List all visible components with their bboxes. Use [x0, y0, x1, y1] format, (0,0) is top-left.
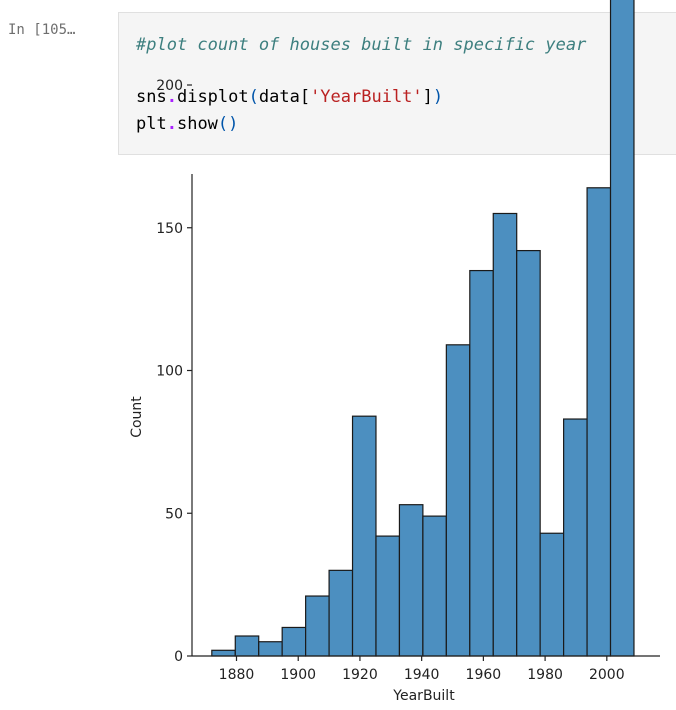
code-token-dot: .: [166, 87, 177, 107]
histogram-bar: [563, 418, 588, 657]
y-tick-label: 50: [165, 506, 183, 522]
histogram-bar: [281, 626, 307, 657]
histogram-bar: [539, 532, 565, 657]
histogram-bar: [305, 595, 330, 657]
code-token-arg-pre: data[: [258, 87, 311, 107]
x-axis-label: YearBuilt: [392, 688, 455, 704]
x-tick-label: 1980: [527, 667, 563, 683]
code-line-displot: sns.displot(data['YearBuilt']): [136, 87, 443, 107]
histogram-bar: [234, 635, 260, 657]
y-axis-label: Count: [129, 396, 145, 438]
histogram-bar: [258, 641, 283, 657]
x-tick-label: 1880: [219, 667, 255, 683]
code-token-arg-post: ]: [422, 87, 433, 107]
code-comment: #plot count of houses built in specific …: [136, 35, 587, 55]
code-token-obj: plt: [136, 114, 167, 134]
x-tick-label: 1960: [466, 667, 502, 683]
y-tick-label: 100: [156, 364, 183, 380]
code-token-func: show: [176, 114, 218, 134]
histogram-bar: [586, 187, 612, 657]
y-tick-label: 0: [174, 649, 183, 665]
x-tick-label: 1940: [404, 667, 440, 683]
histogram-bar: [609, 0, 635, 657]
histogram-bar: [516, 249, 541, 657]
code-cell[interactable]: #plot count of houses built in specific …: [118, 12, 676, 155]
code-token-func: displot: [176, 87, 249, 107]
code-token-obj: sns: [136, 87, 167, 107]
code-token-open-paren: (: [248, 87, 259, 107]
code-line-show: plt.show(): [136, 114, 238, 134]
code-token-parens: (): [217, 114, 239, 134]
histogram-bar: [492, 212, 518, 657]
chart-axes: 0501001502002503001880190019201940196019…: [156, 78, 660, 683]
histogram-bar: [328, 569, 354, 657]
histogram-bars: [211, 0, 635, 657]
histogram-bar: [211, 649, 236, 657]
cell-prompt: In [105…: [8, 22, 76, 38]
histogram-bar: [469, 269, 494, 657]
code-token-close-paren: ): [432, 87, 444, 107]
x-tick-label: 1920: [342, 667, 378, 683]
histogram-bar: [351, 415, 377, 657]
histogram-bar: [375, 535, 401, 657]
histogram-bar: [422, 515, 447, 657]
x-tick-label: 2000: [589, 667, 625, 683]
y-tick-label: 150: [156, 221, 183, 237]
histogram-bar: [445, 344, 471, 657]
x-tick-label: 1900: [280, 667, 316, 683]
histogram-bar: [398, 504, 424, 657]
code-token-dot: .: [166, 114, 177, 134]
y-tick-label: 200: [156, 78, 183, 94]
code-token-string: 'YearBuilt': [310, 87, 423, 107]
